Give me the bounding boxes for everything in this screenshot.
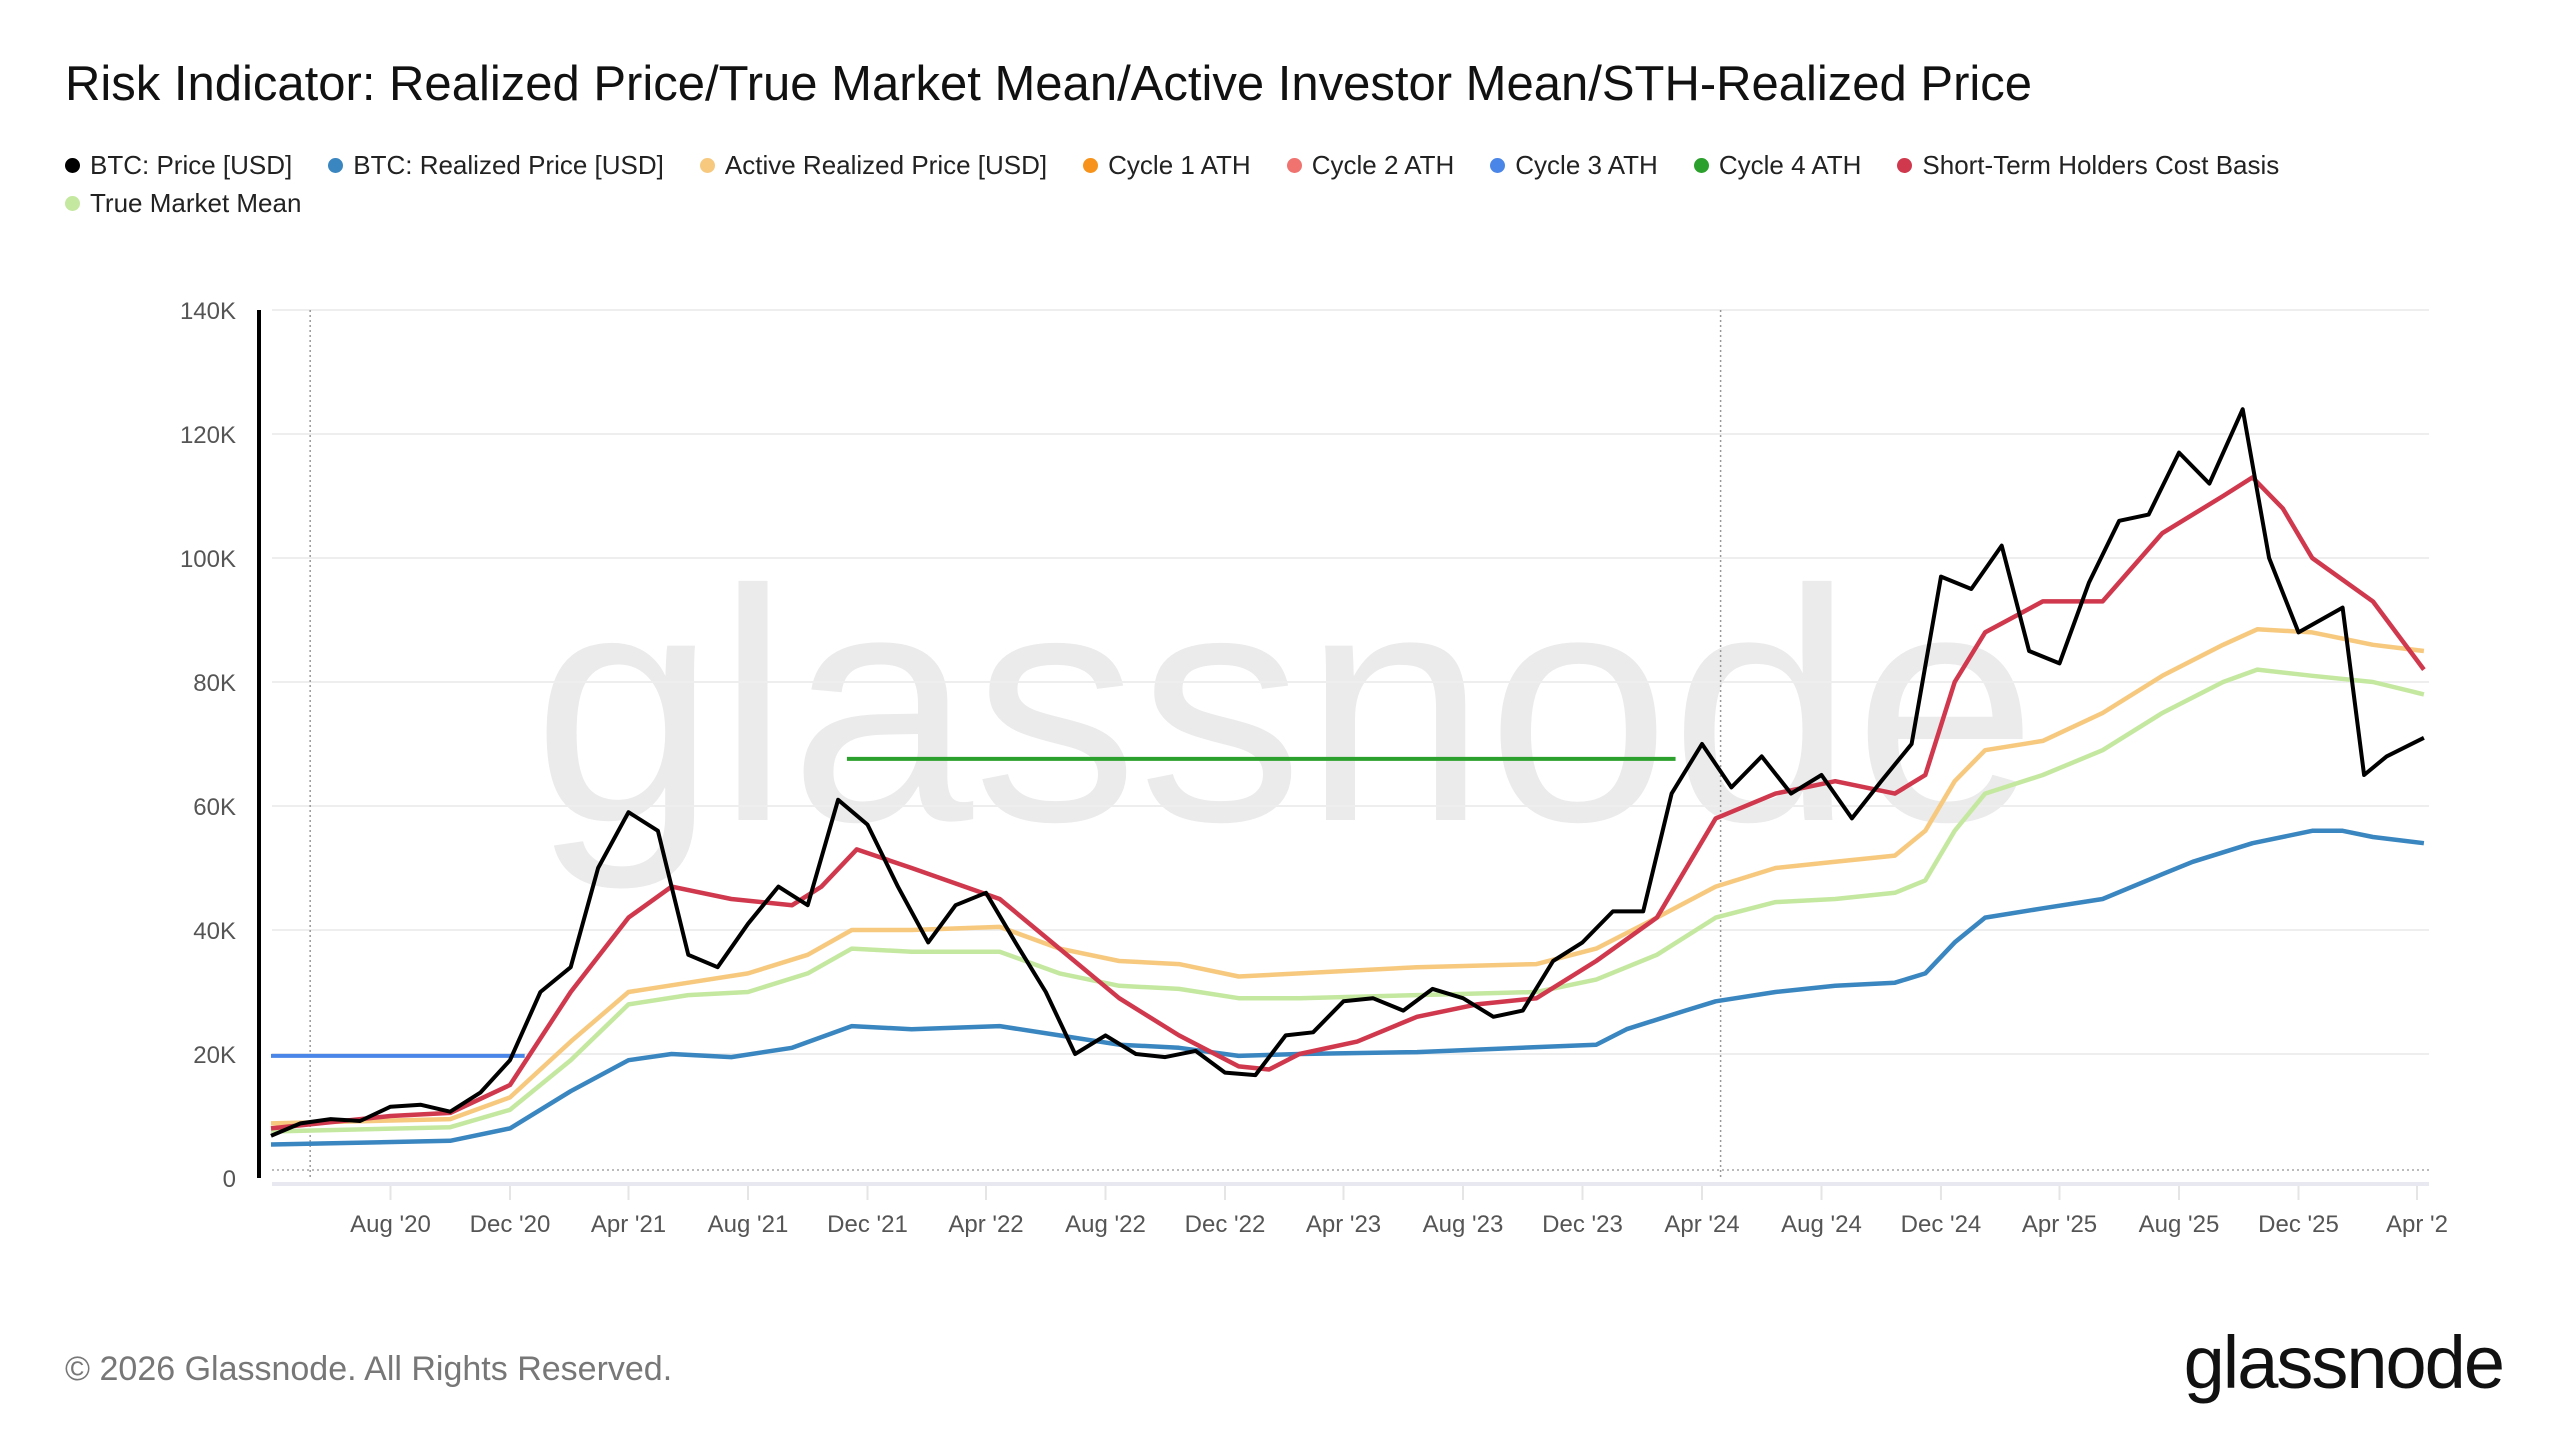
x-tick-label: Aug '21 xyxy=(708,1211,789,1238)
legend-item[interactable]: True Market Mean xyxy=(65,185,301,222)
legend-item[interactable]: Active Realized Price [USD] xyxy=(699,147,1048,184)
x-tick-label: Dec '20 xyxy=(470,1211,551,1238)
legend-dot-icon xyxy=(699,158,715,173)
legend-item[interactable]: BTC: Price [USD] xyxy=(65,147,292,184)
legend-label: BTC: Realized Price [USD] xyxy=(353,150,664,180)
x-tick-label: Apr '2 xyxy=(2386,1211,2448,1238)
legend-item[interactable]: Cycle 2 ATH xyxy=(1286,147,1455,184)
legend-label: Short-Term Holders Cost Basis xyxy=(1922,150,2280,180)
legend-item[interactable]: Short-Term Holders Cost Basis xyxy=(1897,147,2279,184)
y-tick-label: 40K xyxy=(193,918,236,945)
x-tick-label: Aug '20 xyxy=(350,1211,431,1238)
series-line-btc-realized-price-usd- xyxy=(270,828,2425,1147)
y-tick-label: 140K xyxy=(180,298,236,325)
y-tick-label: 60K xyxy=(193,794,236,821)
legend-dot-icon xyxy=(328,158,344,173)
chart-title: Risk Indicator: Realized Price/True Mark… xyxy=(65,57,2033,111)
x-tick-label: Aug '25 xyxy=(2139,1211,2220,1238)
legend-label: Active Realized Price [USD] xyxy=(724,150,1048,180)
legend-dot-icon xyxy=(1897,158,1913,173)
legend-label: BTC: Price [USD] xyxy=(90,150,293,180)
series-line-short-term-holders-cost-basis xyxy=(270,475,2426,1131)
y-tick-label: 20K xyxy=(193,1042,236,1069)
y-tick-label: 0 xyxy=(223,1166,236,1193)
legend-label: Cycle 4 ATH xyxy=(1718,150,1862,180)
x-tick-label: Aug '24 xyxy=(1781,1211,1862,1238)
x-tick-label: Apr '22 xyxy=(948,1211,1023,1238)
x-tick-label: Apr '21 xyxy=(591,1211,666,1238)
x-tick-label: Dec '21 xyxy=(827,1211,908,1238)
legend-item[interactable]: BTC: Realized Price [USD] xyxy=(328,147,664,184)
x-tick-label: Dec '22 xyxy=(1185,1211,1266,1238)
legend-dot-icon xyxy=(65,196,80,211)
y-tick-label: 80K xyxy=(193,670,236,697)
legend-label: Cycle 1 ATH xyxy=(1108,150,1251,180)
legend-label: Cycle 3 ATH xyxy=(1515,150,1658,180)
y-tick-label: 100K xyxy=(180,546,236,573)
x-tick-label: Dec '24 xyxy=(1901,1211,1982,1238)
x-tick-label: Dec '25 xyxy=(2258,1211,2339,1238)
x-tick-label: Apr '23 xyxy=(1306,1211,1381,1238)
series-line-btc-price-usd- xyxy=(270,407,2425,1138)
legend-label: Cycle 2 ATH xyxy=(1311,150,1455,180)
legend-item[interactable]: Cycle 4 ATH xyxy=(1693,147,1862,184)
x-tick-label: Apr '25 xyxy=(2022,1211,2097,1238)
legend-dot-icon xyxy=(1693,158,1709,173)
x-tick-label: Apr '24 xyxy=(1664,1211,1739,1238)
legend-dot-icon xyxy=(1490,158,1506,173)
x-tick-label: Aug '23 xyxy=(1423,1211,1504,1238)
legend-dot-icon xyxy=(1286,158,1302,173)
copyright-footer: © 2026 Glassnode. All Rights Reserved. xyxy=(65,1350,673,1388)
x-tick-label: Dec '23 xyxy=(1542,1211,1623,1238)
legend: BTC: Price [USD] BTC: Realized Price [USD… xyxy=(65,146,2365,222)
series-line-active-realized-price-usd- xyxy=(270,627,2425,1126)
legend-item[interactable]: Cycle 1 ATH xyxy=(1083,147,1251,184)
legend-item[interactable]: Cycle 3 ATH xyxy=(1490,147,1658,184)
legend-label: True Market Mean xyxy=(90,188,302,218)
glassnode-logo: glassnode xyxy=(2183,1321,2505,1404)
legend-dot-icon xyxy=(1083,158,1099,173)
legend-dot-icon xyxy=(65,158,80,173)
y-tick-label: 120K xyxy=(180,422,236,449)
watermark: glassnode xyxy=(533,521,2038,892)
x-tick-label: Aug '22 xyxy=(1065,1211,1146,1238)
